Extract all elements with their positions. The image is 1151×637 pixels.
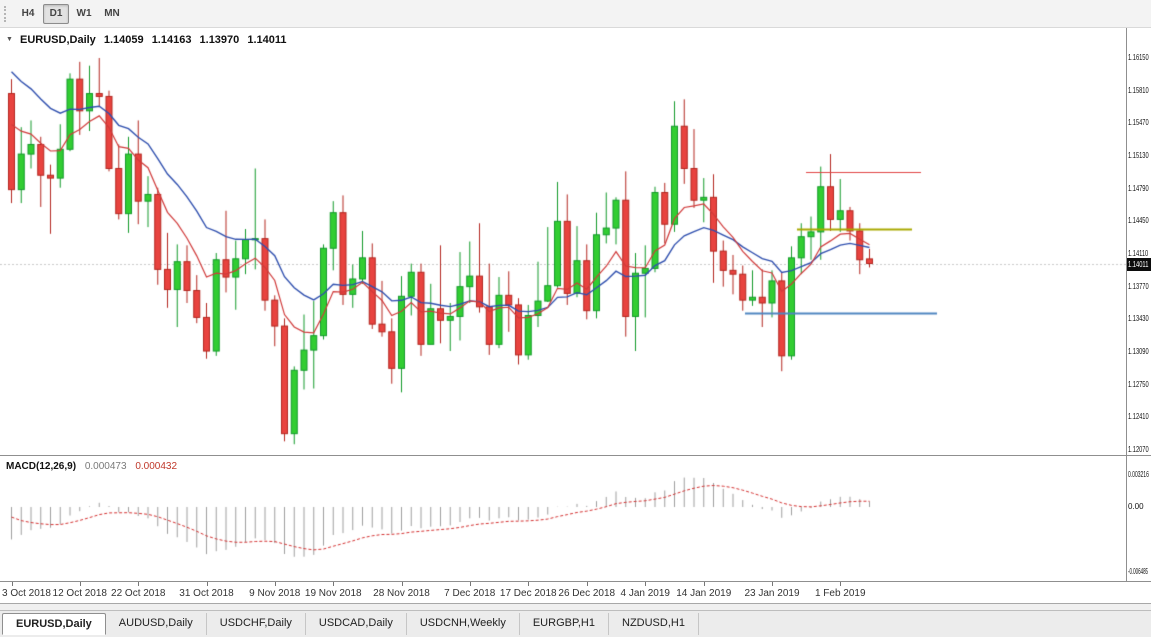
- price-axis-label: 1.14450: [1128, 216, 1149, 226]
- ohlc-close-value: 1.14011: [247, 34, 287, 46]
- price-axis-label: 1.13090: [1128, 347, 1149, 356]
- price-chart-canvas[interactable]: [0, 28, 1126, 455]
- panel-splitter[interactable]: [0, 455, 1151, 456]
- date-label: 22 Oct 2018: [111, 588, 166, 599]
- chart-tab-audusd[interactable]: AUDUSD,Daily: [106, 613, 207, 635]
- price-axis-label: 1.12410: [1128, 412, 1149, 422]
- macd-indicator-label: MACD(12,26,9) 0.000473 0.000432: [6, 461, 177, 472]
- chart-tab-usdcnh[interactable]: USDCNH,Weekly: [407, 613, 520, 635]
- macd-name: MACD(12,26,9): [6, 461, 77, 472]
- axis-separator-line: [1126, 28, 1127, 581]
- date-label: 7 Dec 2018: [444, 588, 496, 599]
- chart-title: ▼ EURUSD,Daily 1.14059 1.14163 1.13970 1…: [6, 34, 287, 46]
- price-axis[interactable]: 1.16150 1.15810 1.15470 1.15130 1.14790 1.144…: [1127, 28, 1151, 455]
- price-axis-label: 1.16150: [1128, 53, 1149, 62]
- macd-signal-value: 0.000432: [135, 461, 178, 472]
- date-label: 26 Dec 2018: [558, 588, 616, 599]
- macd-axis-label: 0.00: [1128, 502, 1144, 511]
- ohlc-high-value: 1.14163: [151, 34, 192, 46]
- date-label: 3 Oct 2018: [2, 588, 51, 599]
- time-tick: [274, 582, 276, 586]
- price-axis-label: 1.15130: [1128, 151, 1149, 160]
- chart-tab-usdchf[interactable]: USDCHF,Daily: [207, 613, 306, 635]
- time-tick: [772, 582, 773, 586]
- ohlc-low-value: 1.13970: [199, 34, 240, 46]
- date-label: 1 Feb 2019: [814, 588, 866, 599]
- price-axis-label: 1.12750: [1128, 379, 1149, 389]
- chart-tab-eurgbp[interactable]: EURGBP,H1: [520, 613, 609, 635]
- time-tick: [645, 582, 647, 586]
- time-tick: [840, 582, 842, 586]
- time-tick: [469, 582, 471, 586]
- timeframe-button-d1[interactable]: D1: [43, 3, 69, 24]
- time-tick: [401, 582, 403, 586]
- date-label: 31 Oct 2018: [179, 588, 234, 599]
- date-label: 17 Dec 2018: [499, 588, 557, 599]
- current-price-badge: 1.14011: [1127, 258, 1151, 271]
- price-axis-label: 1.14790: [1128, 183, 1149, 193]
- time-tick: [703, 582, 705, 586]
- macd-axis-label: -0.006485: [1128, 566, 1149, 576]
- chart-tab-usdcad[interactable]: USDCAD,Daily: [306, 613, 407, 635]
- time-tick: [528, 582, 530, 586]
- chart-menu-arrow-icon[interactable]: ▼: [6, 36, 13, 43]
- date-label: 19 Nov 2018: [304, 588, 362, 599]
- current-price-value: 1.14011: [1128, 260, 1149, 269]
- timeframe-button-mn[interactable]: MN: [104, 7, 120, 19]
- date-label: 9 Nov 2018: [249, 588, 301, 599]
- price-axis-label: 1.12070: [1128, 445, 1149, 454]
- time-axis[interactable]: 3 Oct 2018 12 Oct 2018 22 Oct 2018 31 Oct 2…: [0, 581, 1151, 604]
- time-tick: [586, 582, 588, 586]
- macd-axis-label: 0.003216: [1128, 469, 1149, 479]
- price-axis-label: 1.14110: [1128, 249, 1149, 258]
- toolbar-grip[interactable]: [4, 5, 9, 22]
- timeframe-toolbar: H4 D1 W1 MN: [0, 0, 1151, 28]
- price-axis-label: 1.15470: [1128, 118, 1149, 128]
- time-tick: [138, 582, 140, 586]
- price-axis-label: 1.15810: [1128, 85, 1149, 95]
- time-tick: [206, 582, 208, 586]
- date-label: 14 Jan 2019: [676, 588, 732, 599]
- ohlc-open-value: 1.14059: [103, 34, 144, 46]
- date-label: 12 Oct 2018: [52, 588, 107, 599]
- chart-tab-nzdusd[interactable]: NZDUSD,H1: [609, 613, 699, 635]
- timeframe-button-h4[interactable]: H4: [21, 7, 35, 19]
- date-label: 4 Jan 2019: [620, 588, 671, 599]
- chart-symbol-period: EURUSD,Daily: [20, 34, 96, 46]
- time-tick: [11, 582, 13, 586]
- macd-axis[interactable]: 0.003216 0.00 -0.006485: [1127, 457, 1151, 581]
- timeframe-button-w1[interactable]: W1: [76, 7, 92, 19]
- macd-main-value: 0.000473: [84, 461, 127, 472]
- price-axis-label: 1.13770: [1128, 281, 1149, 291]
- date-label: 28 Nov 2018: [373, 588, 430, 599]
- time-tick: [79, 582, 81, 586]
- date-label: 23 Jan 2019: [744, 588, 800, 599]
- macd-canvas[interactable]: [0, 457, 1126, 581]
- chart-tab-eurusd[interactable]: EURUSD,Daily: [2, 613, 106, 635]
- time-tick: [333, 582, 335, 586]
- price-axis-label: 1.13430: [1128, 314, 1149, 324]
- chart-tabs-bar: EURUSD,Daily AUDUSD,Daily USDCHF,Daily USDC…: [0, 610, 1151, 637]
